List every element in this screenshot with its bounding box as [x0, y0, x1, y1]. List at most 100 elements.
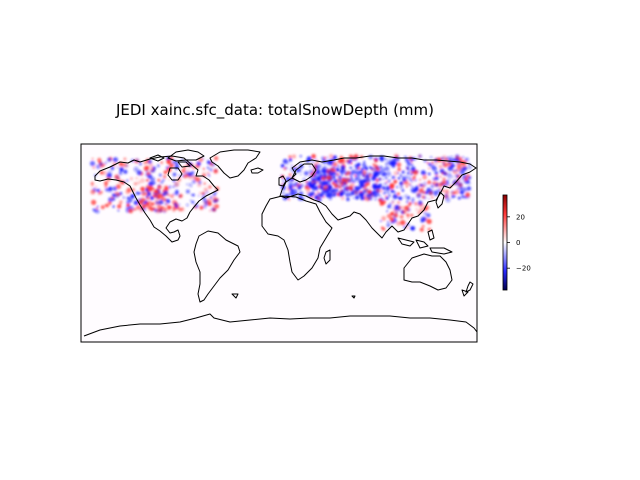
snow-depth-positive-speckle: [180, 207, 185, 212]
snow-depth-negative-speckle: [138, 192, 141, 195]
snow-depth-negative-speckle: [369, 172, 373, 176]
snow-depth-negative-speckle: [387, 158, 392, 163]
snow-depth-positive-speckle: [395, 212, 398, 216]
snow-depth-negative-speckle: [116, 166, 119, 169]
snow-depth-negative-speckle: [308, 183, 314, 189]
snow-depth-positive-speckle: [411, 177, 416, 181]
snow-depth-negative-speckle: [328, 161, 331, 164]
snow-depth-positive-speckle: [354, 174, 356, 177]
snow-depth-negative-speckle: [285, 160, 290, 165]
snow-depth-positive-speckle: [396, 162, 402, 168]
snow-depth-positive-speckle: [421, 224, 425, 228]
snow-depth-positive-speckle: [107, 201, 112, 206]
snow-depth-positive-speckle: [152, 191, 154, 194]
snow-depth-negative-speckle: [190, 186, 193, 188]
snow-depth-negative-speckle: [147, 174, 153, 179]
snow-depth-negative-speckle: [185, 189, 190, 194]
snow-depth-positive-speckle: [148, 200, 152, 203]
snow-depth-negative-speckle: [300, 183, 304, 188]
snow-depth-field: [89, 153, 472, 232]
snow-depth-negative-speckle: [327, 162, 331, 166]
snow-depth-negative-speckle: [358, 192, 364, 197]
snow-depth-positive-speckle: [145, 201, 150, 206]
snow-depth-negative-speckle: [360, 167, 364, 171]
snow-depth-positive-speckle: [464, 177, 468, 181]
snow-depth-positive-speckle: [408, 202, 412, 206]
snow-depth-positive-speckle: [172, 208, 176, 212]
snow-depth-negative-speckle: [402, 177, 407, 182]
snow-depth-negative-speckle: [354, 159, 357, 162]
snow-depth-negative-speckle: [406, 175, 412, 181]
snow-depth-negative-speckle: [142, 191, 145, 194]
snow-depth-negative-speckle: [463, 187, 466, 191]
snow-depth-negative-speckle: [399, 174, 402, 177]
snow-depth-positive-speckle: [143, 161, 147, 165]
snow-depth-negative-speckle: [145, 188, 149, 192]
colorbar: 20 0 −20: [502, 194, 531, 291]
snow-depth-positive-speckle: [214, 204, 220, 209]
snow-depth-positive-speckle: [177, 177, 182, 182]
snow-depth-negative-speckle: [387, 220, 390, 223]
snow-depth-negative-speckle: [107, 157, 112, 162]
snow-depth-negative-speckle: [117, 209, 120, 212]
snow-depth-positive-speckle: [406, 213, 410, 217]
snow-depth-positive-speckle: [116, 177, 121, 181]
snow-depth-negative-speckle: [320, 191, 323, 194]
snow-depth-negative-speckle: [96, 188, 100, 193]
snow-depth-negative-speckle: [396, 158, 400, 162]
snow-depth-negative-speckle: [182, 174, 185, 177]
snow-depth-negative-speckle: [349, 175, 353, 178]
coast-small-islands: [231, 289, 469, 299]
snow-depth-positive-speckle: [187, 169, 190, 172]
snow-depth-positive-speckle: [357, 166, 361, 170]
snow-depth-negative-speckle: [316, 185, 319, 188]
snow-depth-positive-speckle: [441, 180, 447, 185]
snow-depth-negative-speckle: [404, 157, 410, 163]
snow-depth-negative-speckle: [114, 193, 120, 198]
snow-depth-negative-speckle: [333, 180, 336, 183]
snow-depth-positive-speckle: [143, 165, 149, 172]
snow-depth-negative-speckle: [290, 164, 293, 167]
snow-depth-negative-speckle: [410, 226, 416, 231]
snow-depth-negative-speckle: [462, 167, 466, 172]
snow-depth-positive-speckle: [426, 162, 429, 164]
snow-depth-negative-speckle: [160, 180, 164, 184]
snow-depth-positive-speckle: [364, 194, 367, 197]
snow-depth-positive-speckle: [207, 172, 211, 175]
snow-depth-positive-speckle: [405, 185, 408, 188]
snow-depth-negative-speckle: [93, 208, 98, 213]
snow-depth-positive-speckle: [185, 164, 188, 167]
snow-depth-negative-speckle: [125, 164, 129, 168]
snow-depth-negative-speckle: [461, 194, 465, 199]
snow-depth-negative-speckle: [392, 164, 396, 168]
snow-depth-negative-speckle: [337, 164, 340, 168]
snow-depth-positive-speckle: [135, 177, 138, 180]
snow-depth-negative-speckle: [389, 163, 391, 166]
snow-depth-positive-speckle: [326, 176, 331, 181]
snow-depth-negative-speckle: [145, 169, 149, 173]
snow-depth-negative-speckle: [168, 187, 171, 190]
snow-depth-positive-speckle: [156, 194, 161, 198]
snow-depth-positive-speckle: [139, 178, 145, 184]
snow-depth-positive-speckle: [322, 196, 325, 198]
snow-depth-positive-speckle: [389, 183, 395, 188]
snow-depth-positive-speckle: [428, 191, 433, 196]
snow-depth-negative-speckle: [446, 172, 452, 178]
snow-depth-negative-speckle: [359, 181, 362, 184]
snow-depth-positive-speckle: [118, 161, 124, 167]
snow-depth-negative-speckle: [185, 203, 189, 207]
snow-depth-negative-speckle: [175, 189, 179, 194]
snow-depth-positive-speckle: [330, 167, 334, 171]
snow-depth-positive-speckle: [390, 218, 394, 222]
snow-depth-positive-speckle: [400, 220, 406, 226]
snow-depth-negative-speckle: [401, 189, 405, 192]
snow-depth-negative-speckle: [447, 165, 454, 171]
snow-depth-negative-speckle: [328, 170, 333, 174]
snow-depth-negative-speckle: [422, 182, 427, 187]
snow-depth-negative-speckle: [191, 171, 195, 174]
snow-depth-negative-speckle: [453, 195, 456, 198]
snow-depth-negative-speckle: [290, 188, 294, 192]
snow-depth-positive-speckle: [157, 186, 160, 189]
snow-depth-positive-speckle: [393, 170, 399, 176]
snow-depth-negative-speckle: [446, 192, 449, 194]
